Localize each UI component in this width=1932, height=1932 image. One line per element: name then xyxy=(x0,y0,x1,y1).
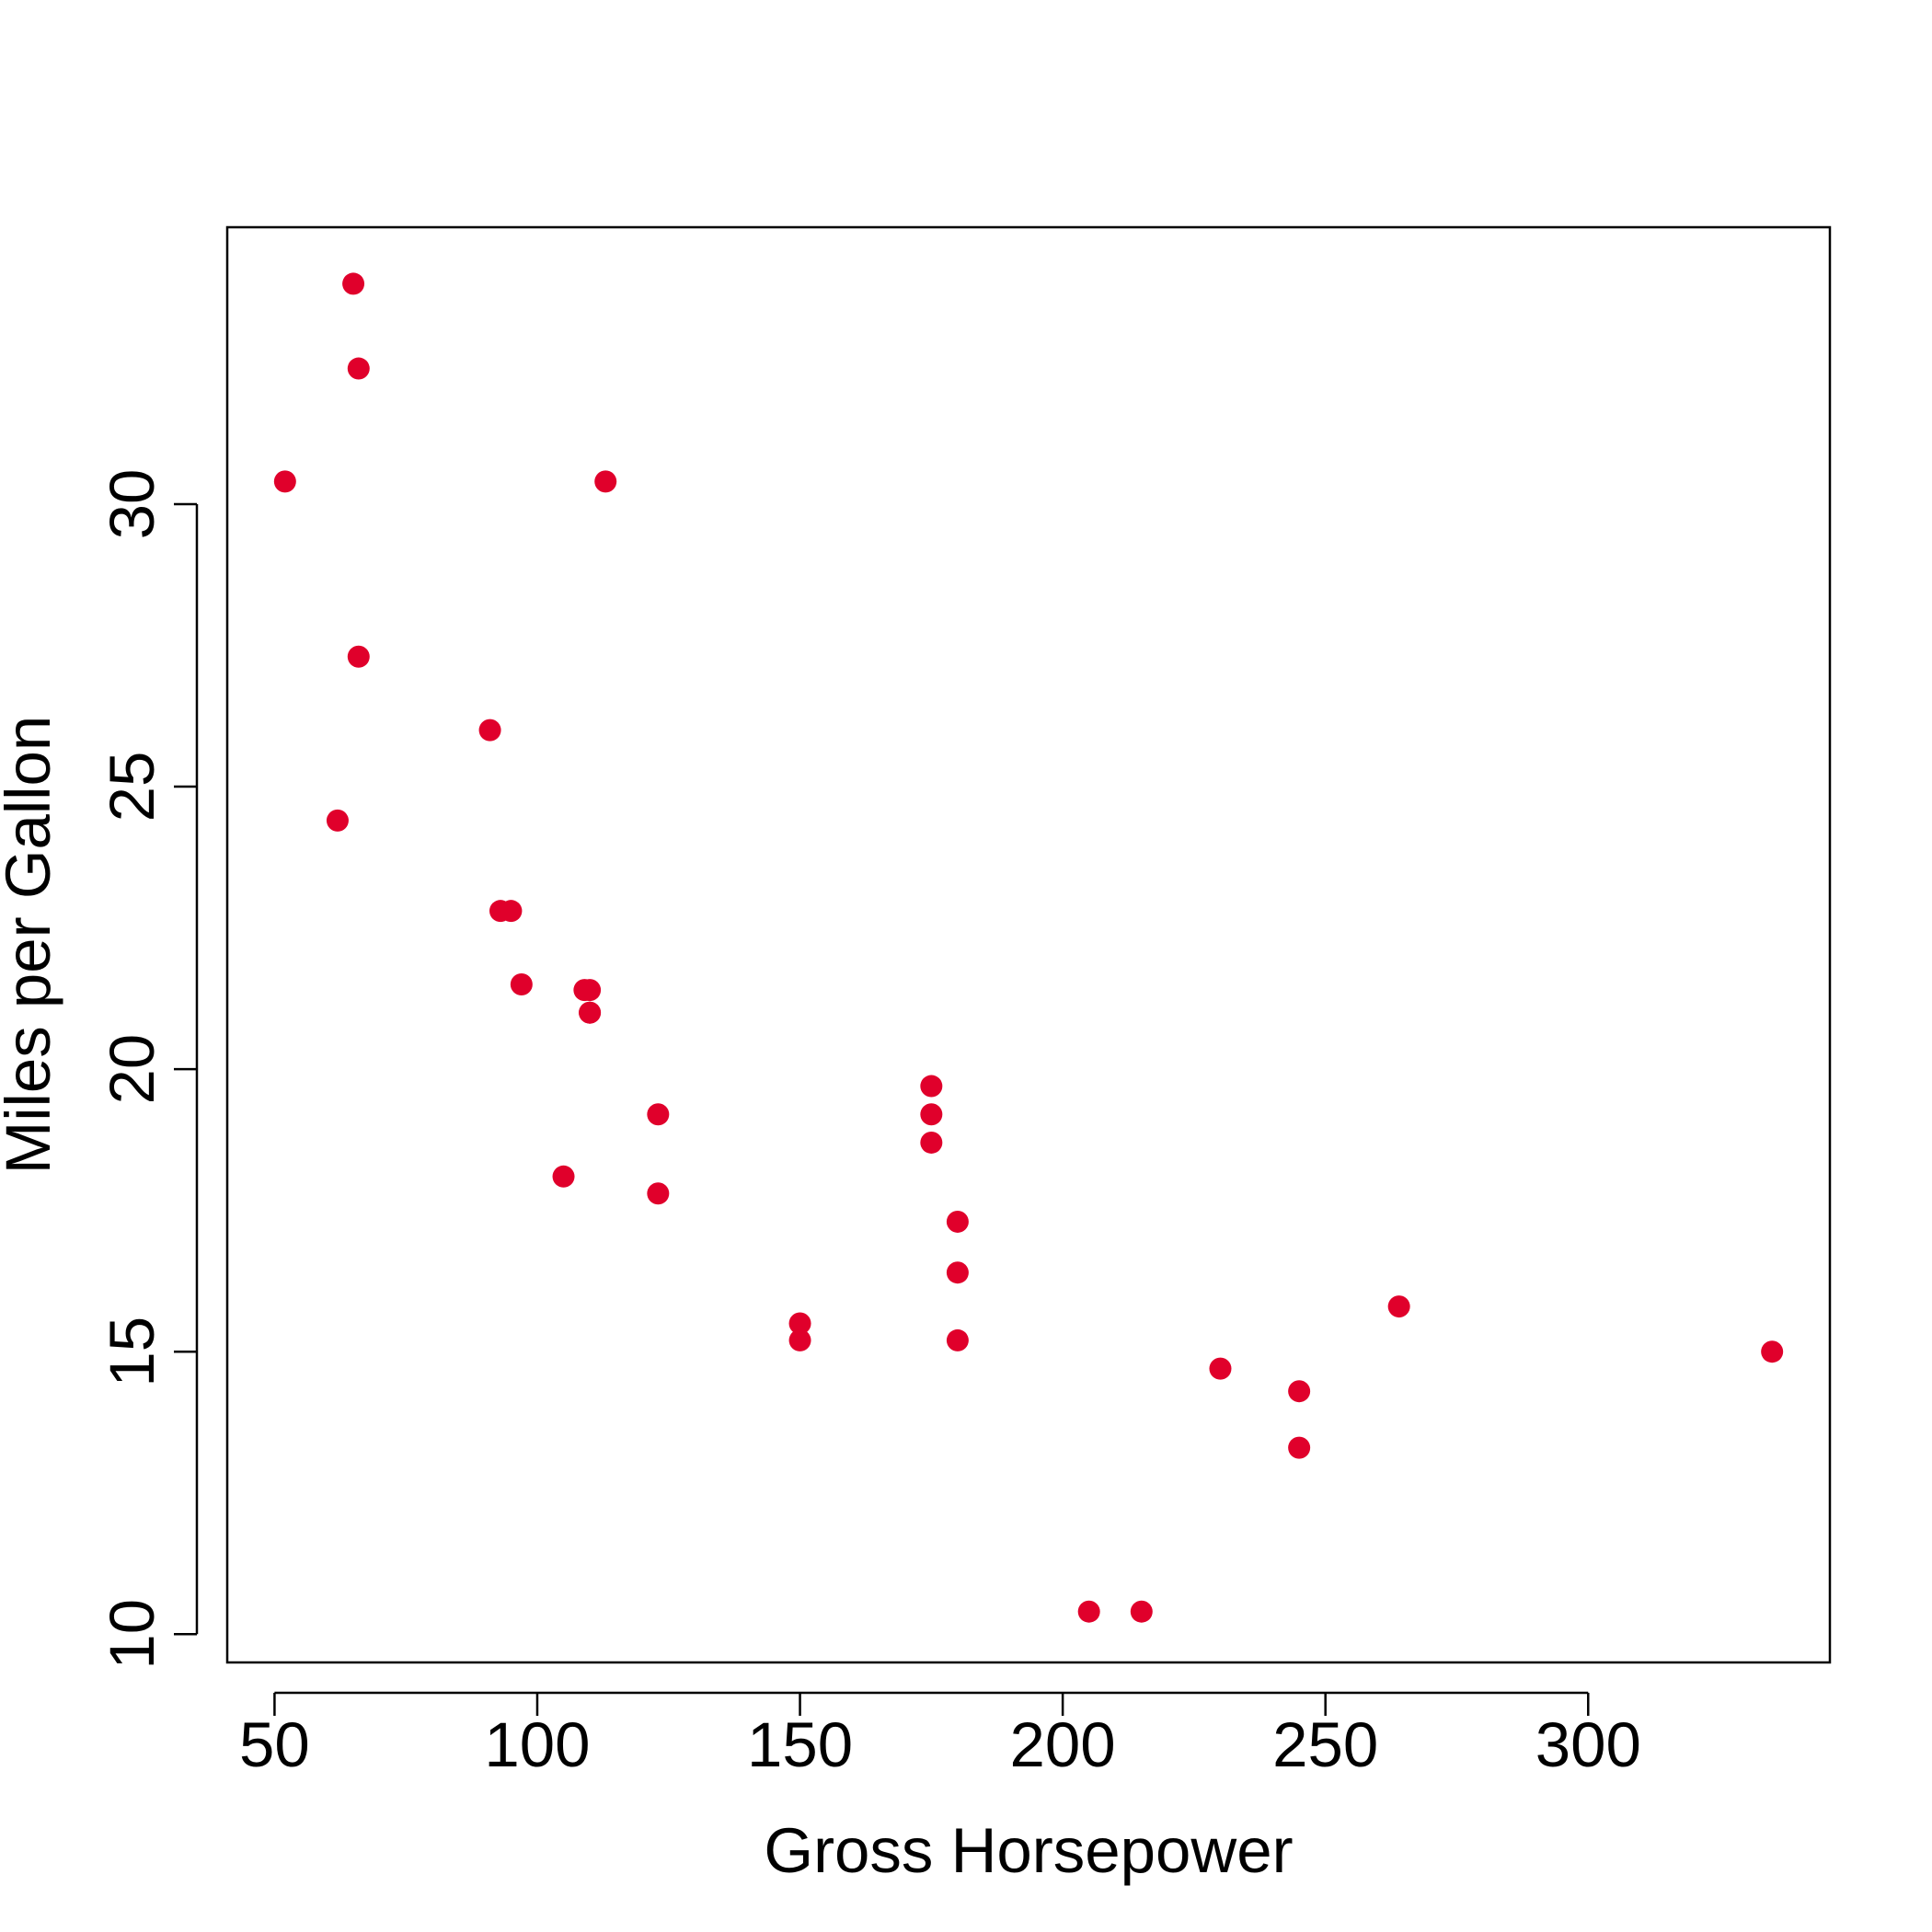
data-point xyxy=(1209,1357,1232,1380)
data-point xyxy=(946,1261,969,1284)
data-point xyxy=(1387,1295,1410,1318)
x-axis-title: Gross Horsepower xyxy=(764,1815,1293,1886)
data-point xyxy=(647,1182,670,1205)
y-tick-label: 30 xyxy=(97,469,167,540)
data-point xyxy=(326,809,349,832)
data-points xyxy=(273,272,1784,1623)
data-point xyxy=(946,1210,969,1233)
x-tick-label: 150 xyxy=(747,1709,853,1780)
y-tick-label: 10 xyxy=(97,1599,167,1670)
data-point xyxy=(647,1103,670,1126)
data-point xyxy=(788,1328,811,1351)
y-tick-label: 20 xyxy=(97,1034,167,1105)
data-point xyxy=(347,357,370,380)
data-point xyxy=(347,645,370,668)
data-point xyxy=(273,470,296,493)
y-axis-title: Miles per Gallon xyxy=(0,716,63,1175)
data-point xyxy=(946,1328,969,1351)
data-point xyxy=(1288,1436,1311,1459)
x-axis: 50 100 150 200 250 300 xyxy=(239,1691,1641,1780)
y-tick-label: 15 xyxy=(97,1317,167,1387)
data-point xyxy=(510,972,533,995)
data-point xyxy=(478,719,501,742)
data-point xyxy=(573,979,596,1002)
data-point xyxy=(342,272,365,295)
data-point xyxy=(920,1075,943,1098)
x-tick-label: 250 xyxy=(1272,1709,1378,1780)
data-point xyxy=(1288,1380,1311,1403)
data-point xyxy=(788,1312,811,1335)
data-point xyxy=(1761,1340,1784,1363)
y-axis: 10 15 20 25 30 xyxy=(97,469,199,1670)
data-point xyxy=(920,1103,943,1126)
x-tick-label: 50 xyxy=(239,1709,310,1780)
data-point xyxy=(552,1165,575,1188)
y-tick-label: 25 xyxy=(97,752,167,822)
data-point xyxy=(500,900,523,923)
x-tick-label: 300 xyxy=(1535,1709,1641,1780)
data-point xyxy=(579,1001,602,1024)
data-point xyxy=(920,1131,943,1154)
data-point xyxy=(594,470,617,493)
data-point xyxy=(1077,1600,1100,1623)
data-point xyxy=(1130,1600,1153,1623)
x-tick-label: 100 xyxy=(484,1709,590,1780)
x-tick-label: 200 xyxy=(1010,1709,1116,1780)
plot-frame xyxy=(225,225,1832,1664)
